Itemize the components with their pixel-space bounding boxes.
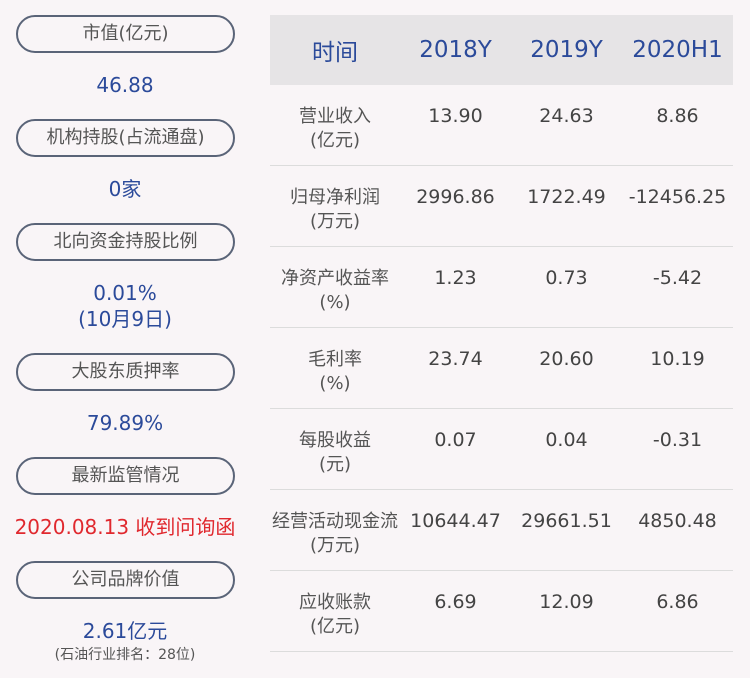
table-row: 毛利率 (%) 23.74 20.60 10.19 xyxy=(270,328,733,409)
label-regulatory-status: 最新监管情况 xyxy=(16,457,235,495)
value-pledge-ratio: 79.89% xyxy=(86,411,164,435)
row-label: 应收账款 (亿元) xyxy=(270,571,400,639)
value-northbound-date: (10月9日) xyxy=(78,307,172,331)
metric-unit: (%) xyxy=(319,292,351,313)
table-row: 净资产收益率 (%) 1.23 0.73 -5.42 xyxy=(270,247,733,328)
label-brand-value: 公司品牌价值 xyxy=(16,561,235,599)
cell-value: 0.73 xyxy=(545,267,588,289)
table-row: 应收账款 (亿元) 6.69 12.09 6.86 xyxy=(270,571,733,652)
metric-unit: (亿元) xyxy=(309,130,361,151)
metric-unit: (万元) xyxy=(309,535,361,556)
cell-value: -5.42 xyxy=(652,267,703,289)
cell-value: 1.23 xyxy=(434,267,477,289)
table-header: 时间 2018Y 2019Y 2020H1 xyxy=(270,15,733,85)
cell-value: 0.04 xyxy=(545,429,588,451)
cell-value: 8.86 xyxy=(656,105,699,127)
value-institutional-holding: 0家 xyxy=(108,177,142,201)
metric-unit: (万元) xyxy=(309,211,361,232)
cell-value: 29661.51 xyxy=(521,510,612,532)
cell-value: -12456.25 xyxy=(628,186,727,208)
label-institutional-holding: 机构持股(占流通盘) xyxy=(16,119,235,157)
row-label: 经营活动现金流 (万元) xyxy=(270,490,400,558)
row-label: 每股收益 (元) xyxy=(270,409,400,477)
cell-value: 20.60 xyxy=(539,348,594,370)
cell-value: 10.19 xyxy=(650,348,705,370)
cell-value: -0.31 xyxy=(652,429,703,451)
metric-name: 经营活动现金流 xyxy=(272,511,398,532)
cell-value: 4850.48 xyxy=(638,510,717,532)
financial-table: 时间 2018Y 2019Y 2020H1 营业收入 (亿元) 13.90 24.63… xyxy=(270,15,733,652)
metric-name: 净资产收益率 xyxy=(281,268,389,289)
label-pledge-ratio: 大股东质押率 xyxy=(16,353,235,391)
cell-value: 6.86 xyxy=(656,591,699,613)
cell-value: 24.63 xyxy=(539,105,594,127)
header-2019: 2019Y xyxy=(530,37,603,63)
cell-value: 2996.86 xyxy=(416,186,495,208)
cell-value: 13.90 xyxy=(428,105,483,127)
cell-value: 12.09 xyxy=(539,591,594,613)
header-time: 时间 xyxy=(312,40,358,66)
cell-value: 1722.49 xyxy=(527,186,606,208)
value-brand-value: 2.61亿元 xyxy=(82,619,168,643)
label-market-cap: 市值(亿元) xyxy=(16,15,235,53)
label-northbound-ratio: 北向资金持股比例 xyxy=(16,223,235,261)
cell-value: 6.69 xyxy=(434,591,477,613)
metric-name: 毛利率 xyxy=(308,349,362,370)
metric-unit: (元) xyxy=(318,454,352,475)
metric-unit: (%) xyxy=(319,373,351,394)
brand-rank-note: (石油行业排名：28位) xyxy=(54,647,196,663)
table-row: 每股收益 (元) 0.07 0.04 -0.31 xyxy=(270,409,733,490)
row-label: 营业收入 (亿元) xyxy=(270,85,400,153)
row-label: 归母净利润 (万元) xyxy=(270,166,400,234)
cell-value: 23.74 xyxy=(428,348,483,370)
row-label: 净资产收益率 (%) xyxy=(270,247,400,315)
metric-name: 营业收入 xyxy=(299,106,371,127)
metric-name: 归母净利润 xyxy=(290,187,380,208)
value-regulatory-status: 2020.08.13 收到问询函 xyxy=(14,515,236,539)
header-2018: 2018Y xyxy=(419,37,492,63)
cell-value: 0.07 xyxy=(434,429,477,451)
metric-unit: (亿元) xyxy=(309,616,361,637)
table-row: 营业收入 (亿元) 13.90 24.63 8.86 xyxy=(270,85,733,166)
metric-name: 每股收益 xyxy=(299,430,371,451)
metric-name: 应收账款 xyxy=(299,592,371,613)
table-row: 归母净利润 (万元) 2996.86 1722.49 -12456.25 xyxy=(270,166,733,247)
value-market-cap: 46.88 xyxy=(96,73,154,97)
value-northbound-ratio: 0.01% xyxy=(93,281,157,305)
table-row: 经营活动现金流 (万元) 10644.47 29661.51 4850.48 xyxy=(270,490,733,571)
header-2020h1: 2020H1 xyxy=(632,37,723,63)
row-label: 毛利率 (%) xyxy=(270,328,400,396)
cell-value: 10644.47 xyxy=(410,510,501,532)
